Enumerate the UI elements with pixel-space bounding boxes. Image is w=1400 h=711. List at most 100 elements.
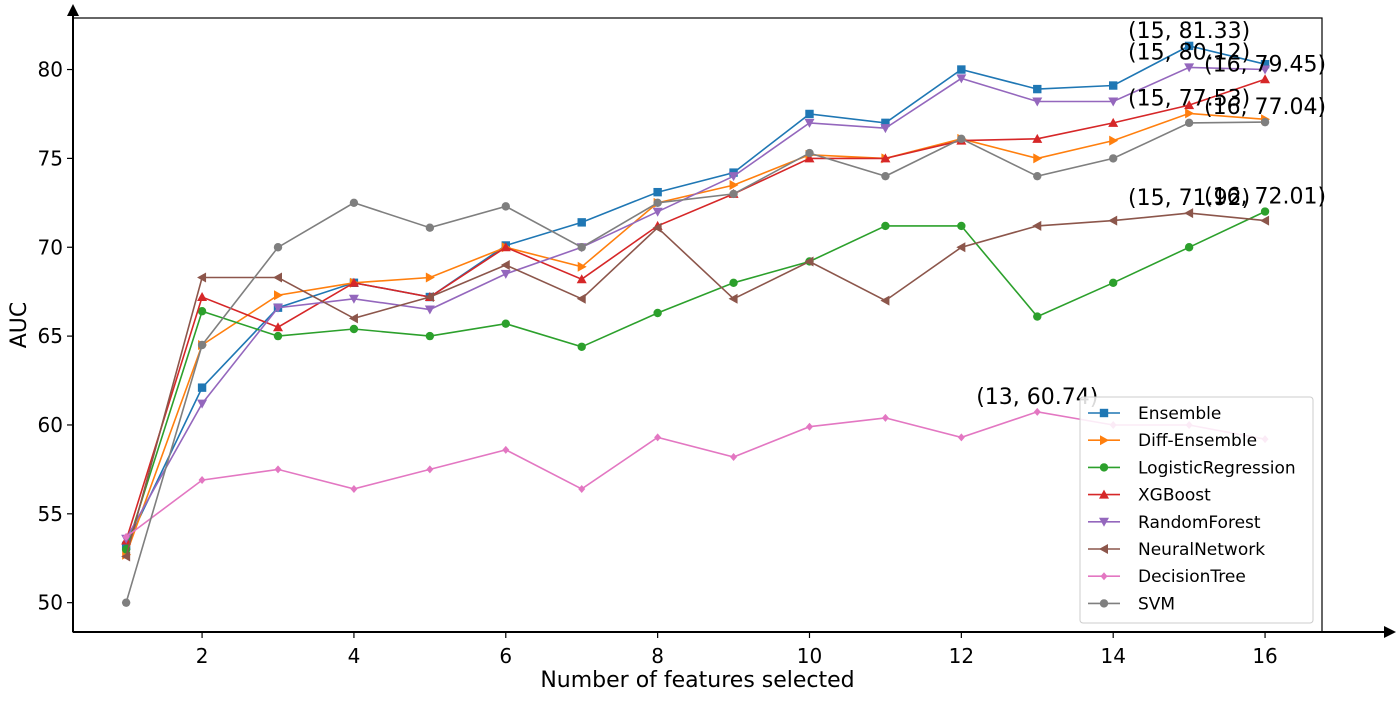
legend-marker xyxy=(1099,489,1109,499)
annotation-label: (15, 81.33) xyxy=(1128,19,1250,44)
data-point-neuralnetwork xyxy=(956,242,966,253)
x-tick-label: 14 xyxy=(1100,644,1125,668)
data-point-randomforest xyxy=(1260,65,1271,75)
y-tick-label: 50 xyxy=(38,591,63,615)
data-point-neuralnetwork xyxy=(728,293,738,304)
data-point-decisiontree xyxy=(881,413,889,422)
series-svm xyxy=(121,117,1270,607)
legend-box xyxy=(1079,396,1314,624)
x-axis-arrow xyxy=(1384,626,1396,638)
data-point-xgboost xyxy=(1184,100,1195,110)
annotation-label: (16, 72.01) xyxy=(1204,185,1326,210)
data-point-ensemble xyxy=(1184,41,1194,51)
data-point-svm xyxy=(121,598,131,607)
plot-frame xyxy=(67,4,1396,638)
data-point-diff-ensemble xyxy=(577,261,587,272)
data-point-logisticregression xyxy=(957,221,966,231)
data-point-randomforest xyxy=(348,294,359,304)
x-tick-label: 16 xyxy=(1252,644,1277,668)
x-tick-label: 8 xyxy=(651,644,664,668)
data-point-randomforest xyxy=(652,207,663,217)
x-axis-ticks: 2 4 6 8 10 12 14 16 xyxy=(196,632,1278,668)
data-point-diff-ensemble xyxy=(729,180,739,191)
legend-label: Diff-Ensemble xyxy=(1138,431,1257,451)
data-point-ensemble xyxy=(653,187,662,197)
legend-marker xyxy=(1100,435,1109,446)
data-point-neuralnetwork xyxy=(273,272,283,283)
data-point-logisticregression xyxy=(1033,312,1042,321)
data-point-diff-ensemble xyxy=(425,272,435,283)
annotation-label: (16, 77.04) xyxy=(1204,95,1326,120)
data-point-svm xyxy=(501,202,510,211)
legend-label: LogisticRegression xyxy=(1138,458,1296,478)
series-randomforest xyxy=(121,63,1271,544)
series-line-neuralnetwork xyxy=(125,212,1266,557)
data-point-decisiontree xyxy=(578,484,586,493)
x-tick-label: 10 xyxy=(797,644,822,668)
series-logisticregression xyxy=(121,207,1270,554)
data-point-xgboost xyxy=(197,292,208,302)
legend-entry-svm: SVM xyxy=(1088,594,1175,614)
series-line-xgboost xyxy=(125,78,1266,541)
y-axis-label: AUC xyxy=(7,302,32,349)
data-point-decisiontree xyxy=(654,433,662,442)
data-point-randomforest xyxy=(880,124,891,134)
legend-marker xyxy=(1100,572,1108,581)
data-point-svm xyxy=(881,171,890,181)
data-point-svm xyxy=(1033,171,1042,181)
series-line-logisticregression xyxy=(125,210,1266,550)
legend-label: XGBoost xyxy=(1138,486,1211,506)
data-point-logisticregression xyxy=(1260,207,1270,216)
data-point-randomforest xyxy=(1032,97,1043,107)
data-point-decisiontree xyxy=(426,465,434,474)
data-point-ensemble xyxy=(957,65,966,74)
data-point-xgboost xyxy=(576,274,587,284)
data-point-logisticregression xyxy=(501,319,510,328)
data-point-logisticregression xyxy=(1184,243,1194,252)
data-point-xgboost xyxy=(880,153,891,163)
y-axis-arrow xyxy=(67,4,79,16)
annotation-label: (16, 79.45) xyxy=(1204,52,1326,77)
legend-marker xyxy=(1099,463,1109,472)
series-line-randomforest xyxy=(125,66,1266,540)
y-tick-label: 55 xyxy=(38,502,63,526)
data-point-svm xyxy=(653,198,662,208)
data-point-svm xyxy=(349,198,359,208)
data-point-neuralnetwork xyxy=(121,551,131,562)
data-point-logisticregression xyxy=(425,331,435,341)
data-point-xgboost xyxy=(1260,74,1271,84)
data-point-diff-ensemble xyxy=(274,290,284,301)
data-point-xgboost xyxy=(1108,117,1119,127)
legend-entry-logisticregression: LogisticRegression xyxy=(1088,458,1296,478)
data-point-logisticregression xyxy=(273,331,283,341)
data-point-diff-ensemble xyxy=(1185,108,1195,119)
data-point-randomforest xyxy=(804,118,815,128)
data-point-xgboost xyxy=(273,322,284,332)
annotation-layer: (15, 81.33)(15, 80.12)(16, 79.45) (15, 77… xyxy=(976,19,1326,410)
data-point-randomforest xyxy=(500,269,511,279)
data-point-decisiontree xyxy=(1033,407,1041,416)
legend-label: RandomForest xyxy=(1138,513,1261,533)
x-tick-label: 2 xyxy=(196,644,209,668)
series-line-ensemble xyxy=(125,45,1266,547)
data-point-neuralnetwork xyxy=(1108,215,1118,226)
data-point-randomforest xyxy=(424,305,435,315)
series-line-decisiontree xyxy=(125,410,1266,538)
legend-marker xyxy=(1099,517,1109,527)
annotation-label: (15, 71.92) xyxy=(1128,186,1250,211)
data-point-ensemble xyxy=(197,383,207,392)
data-point-neuralnetwork xyxy=(652,222,662,233)
y-tick-label: 80 xyxy=(38,58,63,82)
data-point-randomforest xyxy=(956,74,967,84)
data-point-logisticregression xyxy=(881,221,890,231)
data-point-neuralnetwork xyxy=(1260,215,1270,226)
data-point-randomforest xyxy=(1184,63,1195,73)
legend-entry-randomforest: RandomForest xyxy=(1088,513,1261,533)
data-point-logisticregression xyxy=(197,307,207,316)
data-point-svm xyxy=(805,148,814,158)
data-point-decisiontree xyxy=(198,476,206,485)
data-point-xgboost xyxy=(500,242,511,252)
data-point-ensemble xyxy=(1033,84,1042,94)
data-point-logisticregression xyxy=(577,342,586,351)
data-point-svm xyxy=(729,189,738,199)
